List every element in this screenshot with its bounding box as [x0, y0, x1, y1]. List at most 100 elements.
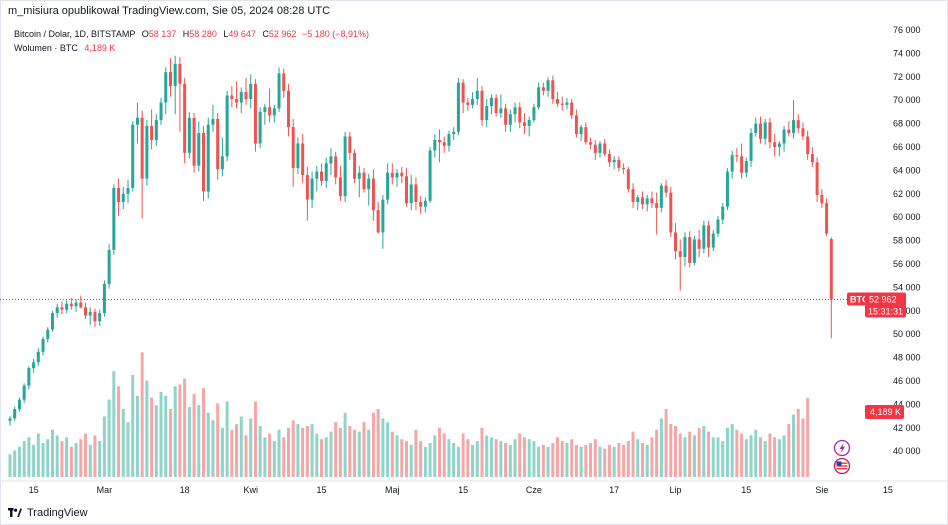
volume-bar [22, 441, 26, 477]
candle-body [504, 108, 508, 125]
candle-body [655, 203, 659, 208]
chart-legend: Bitcoin / Dolar, 1D, BITSTAMP O58 137 H5… [14, 27, 369, 55]
candle [362, 168, 366, 193]
legend-volume-row[interactable]: Wolumen · BTC 4,189 K [14, 41, 369, 55]
candle [121, 186, 125, 210]
candle [140, 110, 144, 219]
candle [574, 109, 578, 138]
candle [258, 107, 262, 149]
price-tick-label: 40 000 [893, 446, 921, 456]
candle [183, 77, 187, 164]
candle-body [343, 136, 347, 197]
volume-bar [725, 427, 729, 477]
candle [494, 94, 498, 117]
candle [617, 156, 621, 172]
candle-body [258, 111, 262, 144]
candle [655, 192, 659, 235]
candle-body [678, 251, 682, 257]
candle-body [471, 99, 475, 105]
legend-volume-label[interactable]: Wolumen · BTC [14, 43, 78, 53]
candle-body [716, 219, 720, 234]
volume-bar [423, 446, 427, 477]
candle-body [315, 171, 319, 179]
candle [310, 171, 314, 208]
volume-bar [173, 386, 177, 477]
candle-body [513, 107, 517, 115]
volume-bar [485, 435, 489, 477]
candle-body [447, 134, 451, 146]
candle [725, 168, 729, 211]
footer[interactable]: TradingView [8, 506, 88, 520]
candle-body [494, 97, 498, 114]
candle-body [508, 114, 512, 125]
candle [466, 97, 470, 111]
volume-bar [452, 442, 456, 477]
volume-bar [782, 435, 786, 477]
legend-symbol[interactable]: Bitcoin / Dolar, 1D, BITSTAMP [14, 29, 136, 39]
candle [806, 130, 810, 160]
volume-bar [758, 437, 762, 477]
volume-bar [400, 439, 404, 477]
time-tick-label: 18 [180, 485, 190, 495]
candle-body [348, 136, 352, 153]
us-flag-event-icon[interactable] [833, 457, 851, 475]
volume-bar [343, 412, 347, 477]
volume-bar [645, 444, 649, 477]
candle [825, 198, 829, 236]
volume-bar [145, 380, 149, 477]
volume-bar [386, 422, 390, 477]
candle [489, 94, 493, 115]
candle [220, 137, 224, 177]
candle [763, 118, 767, 145]
volume-bar [806, 397, 810, 477]
volume-bar [471, 444, 475, 477]
price-tag[interactable]: BTCUSD 52 962 15:31:31 [847, 292, 906, 318]
candle [461, 79, 465, 114]
candle [659, 183, 663, 213]
volume-bar [55, 435, 59, 477]
volume-bar [367, 429, 371, 477]
candle-body [395, 172, 399, 178]
candle-body [386, 172, 390, 200]
time-tick-label: 15 [458, 485, 468, 495]
candle-body [560, 103, 564, 105]
candle-body [239, 92, 243, 103]
price-tick-label: 72 000 [893, 72, 921, 82]
volume-bar [376, 408, 380, 477]
candle-body [815, 162, 819, 195]
candle-body [187, 117, 191, 153]
candle [334, 151, 338, 185]
volume-bar [17, 446, 21, 477]
candle [173, 55, 177, 115]
volume-bar [763, 441, 767, 477]
candle-body [683, 237, 687, 257]
candle [820, 189, 824, 208]
candle-body [584, 127, 588, 143]
price-tick-label: 68 000 [893, 119, 921, 129]
price-tick-label: 42 000 [893, 423, 921, 433]
volume-bar [631, 431, 635, 477]
candle-body [371, 178, 375, 211]
candle-body [46, 329, 50, 339]
volume-bar [447, 439, 451, 477]
candle-body [27, 368, 31, 386]
volume-bar [93, 435, 97, 477]
candle [249, 74, 253, 109]
volume-bar [626, 441, 630, 477]
candle [456, 77, 460, 136]
candle-body [735, 155, 739, 157]
candle-body [433, 139, 437, 151]
candle [508, 109, 512, 132]
candle-body [235, 99, 239, 103]
volume-bar [461, 433, 465, 477]
candle-body [773, 142, 777, 147]
volume-bar [622, 444, 626, 477]
legend-price-row[interactable]: Bitcoin / Dolar, 1D, BITSTAMP O58 137 H5… [14, 27, 369, 41]
candle [716, 216, 720, 238]
volume-bar [310, 424, 314, 477]
lightning-event-icon[interactable] [833, 439, 851, 457]
candle-body [546, 80, 550, 91]
candle [768, 117, 772, 149]
volume-bar [131, 374, 135, 477]
